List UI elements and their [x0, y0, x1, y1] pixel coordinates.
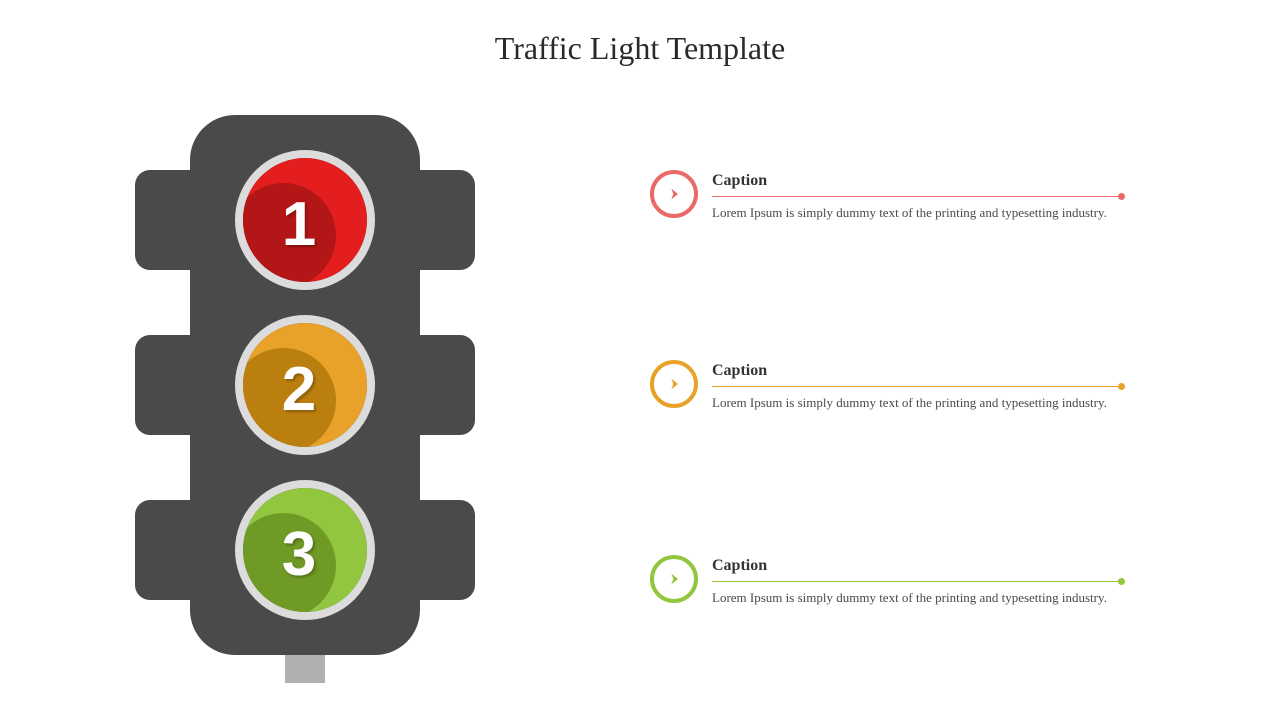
caption-line-3 [712, 581, 1122, 582]
caption-body-2: Lorem Ipsum is simply dummy text of the … [712, 394, 1122, 413]
caption-line-2 [712, 386, 1122, 387]
caption-body-3: Lorem Ipsum is simply dummy text of the … [712, 589, 1122, 608]
chevron-right-icon [666, 376, 682, 392]
caption-block-2: Caption Lorem Ipsum is simply dummy text… [650, 360, 1140, 450]
caption-icon-2 [650, 360, 698, 408]
caption-title-1: Caption [712, 172, 767, 190]
caption-block-1: Caption Lorem Ipsum is simply dummy text… [650, 170, 1140, 260]
light-number-1: 1 [282, 189, 316, 260]
light-green: 3 [235, 480, 375, 620]
caption-dot-2 [1118, 383, 1125, 390]
traffic-light-graphic: 1 2 3 [190, 115, 420, 675]
caption-line-1 [712, 196, 1122, 197]
light-number-2: 2 [282, 354, 316, 425]
light-yellow: 2 [235, 315, 375, 455]
caption-dot-3 [1118, 578, 1125, 585]
light-number-3: 3 [282, 519, 316, 590]
caption-title-3: Caption [712, 557, 767, 575]
light-red: 1 [235, 150, 375, 290]
caption-icon-1 [650, 170, 698, 218]
caption-icon-3 [650, 555, 698, 603]
caption-body-1: Lorem Ipsum is simply dummy text of the … [712, 204, 1122, 223]
caption-dot-1 [1118, 193, 1125, 200]
chevron-right-icon [666, 571, 682, 587]
slide-title: Traffic Light Template [0, 30, 1280, 67]
caption-title-2: Caption [712, 362, 767, 380]
chevron-right-icon [666, 186, 682, 202]
caption-block-3: Caption Lorem Ipsum is simply dummy text… [650, 555, 1140, 645]
traffic-light-pole [285, 653, 325, 683]
